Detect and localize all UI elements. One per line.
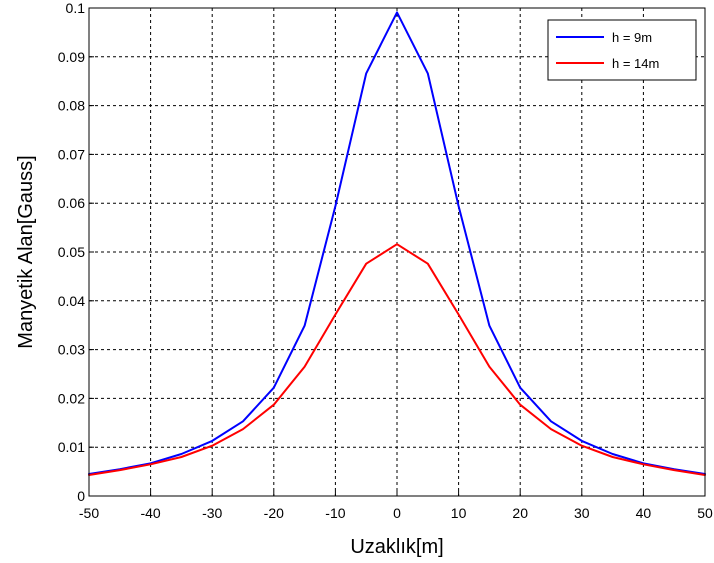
series-line-0 xyxy=(88,11,706,475)
series-line-1 xyxy=(88,243,706,476)
series-lines xyxy=(88,11,706,476)
x-tick-label: -40 xyxy=(140,505,160,521)
x-tick-label: 0 xyxy=(393,505,401,521)
x-tick-label: -50 xyxy=(79,505,99,521)
x-axis-title: Uzaklık[m] xyxy=(350,536,443,558)
y-tick-label: 0.08 xyxy=(58,98,85,114)
y-tick-label: 0.07 xyxy=(58,146,85,162)
y-tick-label: 0.01 xyxy=(58,439,85,455)
y-tick-label: 0.02 xyxy=(58,390,85,406)
grid xyxy=(88,7,706,497)
y-tick-label: 0.06 xyxy=(58,195,85,211)
x-tick-label: 20 xyxy=(512,505,528,521)
y-axis-title: Manyetik Alan[Gauss] xyxy=(15,155,37,348)
legend: h = 9m h = 14m xyxy=(547,19,697,81)
legend-box xyxy=(547,19,697,81)
legend-label-h9: h = 9m xyxy=(612,30,652,45)
legend-label-h14: h = 14m xyxy=(612,56,659,71)
x-tick-label: 30 xyxy=(574,505,590,521)
y-tick-label: 0.04 xyxy=(58,293,85,309)
x-tick-label: -30 xyxy=(202,505,222,521)
x-tick-label: -10 xyxy=(325,505,345,521)
y-tick-label: 0.1 xyxy=(66,0,86,16)
y-tick-label: 0.09 xyxy=(58,49,85,65)
x-tick-label: 50 xyxy=(697,505,713,521)
x-tick-label: 10 xyxy=(451,505,467,521)
y-tick-label: 0.05 xyxy=(58,244,85,260)
plot-area-frame xyxy=(88,7,706,497)
x-tick-label: 40 xyxy=(636,505,652,521)
y-tick-label: 0 xyxy=(77,488,85,504)
tick-labels: -50 -40 -30 -20 -10 0 10 20 30 40 50 0 0.01 0.02 0.03 0… xyxy=(58,0,713,521)
y-tick-label: 0.03 xyxy=(58,342,85,358)
x-tick-label: -20 xyxy=(264,505,284,521)
